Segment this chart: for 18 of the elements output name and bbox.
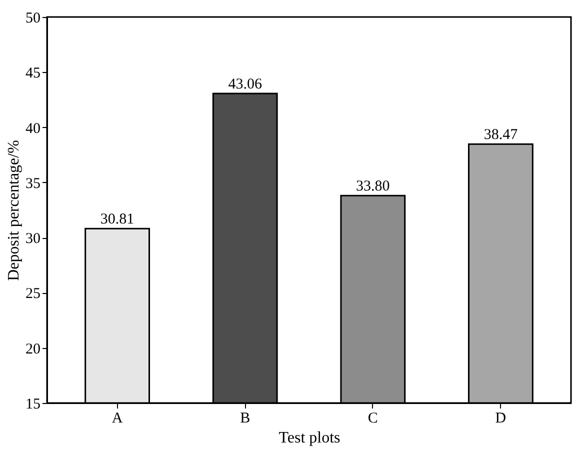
y-tick-label: 50	[26, 10, 40, 26]
x-tick-label: D	[495, 410, 506, 426]
y-tick-label: 45	[26, 66, 40, 82]
y-tick-label: 35	[26, 176, 40, 192]
x-tick-label: C	[368, 410, 378, 426]
x-tick-label: B	[240, 410, 250, 426]
y-tick-label: 30	[26, 231, 40, 248]
y-tick-label: 40	[26, 120, 40, 137]
y-tick-label: 25	[26, 286, 40, 302]
y-tick-label: 15	[26, 396, 40, 412]
y-axis-title: Deposit percentage/%	[6, 140, 22, 281]
data-label: 43.06	[228, 76, 262, 93]
data-label: 33.80	[356, 178, 390, 195]
x-axis-title: Test plots	[278, 430, 340, 446]
x-tick-label: A	[112, 410, 123, 426]
data-label: 30.81	[100, 212, 134, 228]
data-label: 38.47	[484, 127, 518, 144]
y-tick-label: 20	[26, 341, 40, 358]
